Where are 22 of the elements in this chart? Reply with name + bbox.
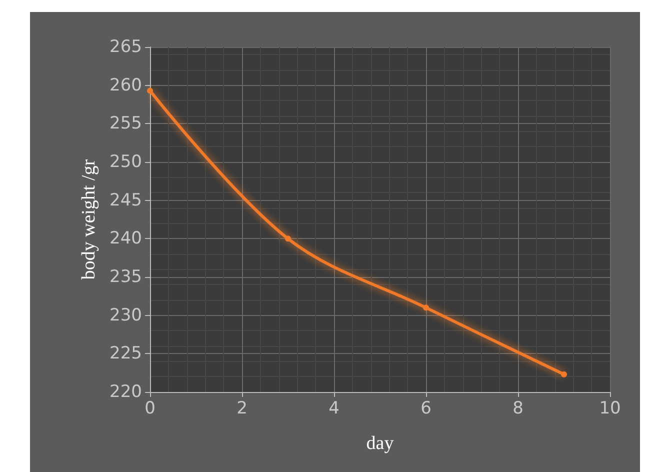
point — [285, 236, 291, 242]
x-tick-label: 0 — [144, 398, 156, 418]
x-tick-label: 2 — [236, 398, 248, 418]
point — [147, 88, 153, 94]
point — [423, 304, 429, 311]
x-tick-label: 10 — [599, 398, 621, 418]
y-tick-label: 260 — [110, 75, 142, 96]
x-tick-label: 4 — [328, 398, 340, 418]
y-tick-label: 245 — [110, 190, 142, 210]
x-axis-title: day — [366, 433, 394, 454]
y-tick-label: 230 — [110, 305, 142, 326]
y-tick-label: 250 — [110, 152, 142, 172]
x-tick-label: 8 — [512, 398, 524, 418]
x-tick-label: 6 — [420, 398, 432, 418]
y-tick-label: 235 — [110, 267, 142, 287]
y-tick-label: 220 — [110, 382, 142, 402]
y-axis-title: body weight /gr — [78, 158, 100, 280]
y-tick-label: 255 — [110, 114, 142, 134]
y-tick-label: 240 — [110, 228, 142, 249]
y-tick-label: 265 — [110, 37, 142, 57]
point — [561, 371, 567, 378]
y-tick-label: 225 — [110, 344, 142, 364]
